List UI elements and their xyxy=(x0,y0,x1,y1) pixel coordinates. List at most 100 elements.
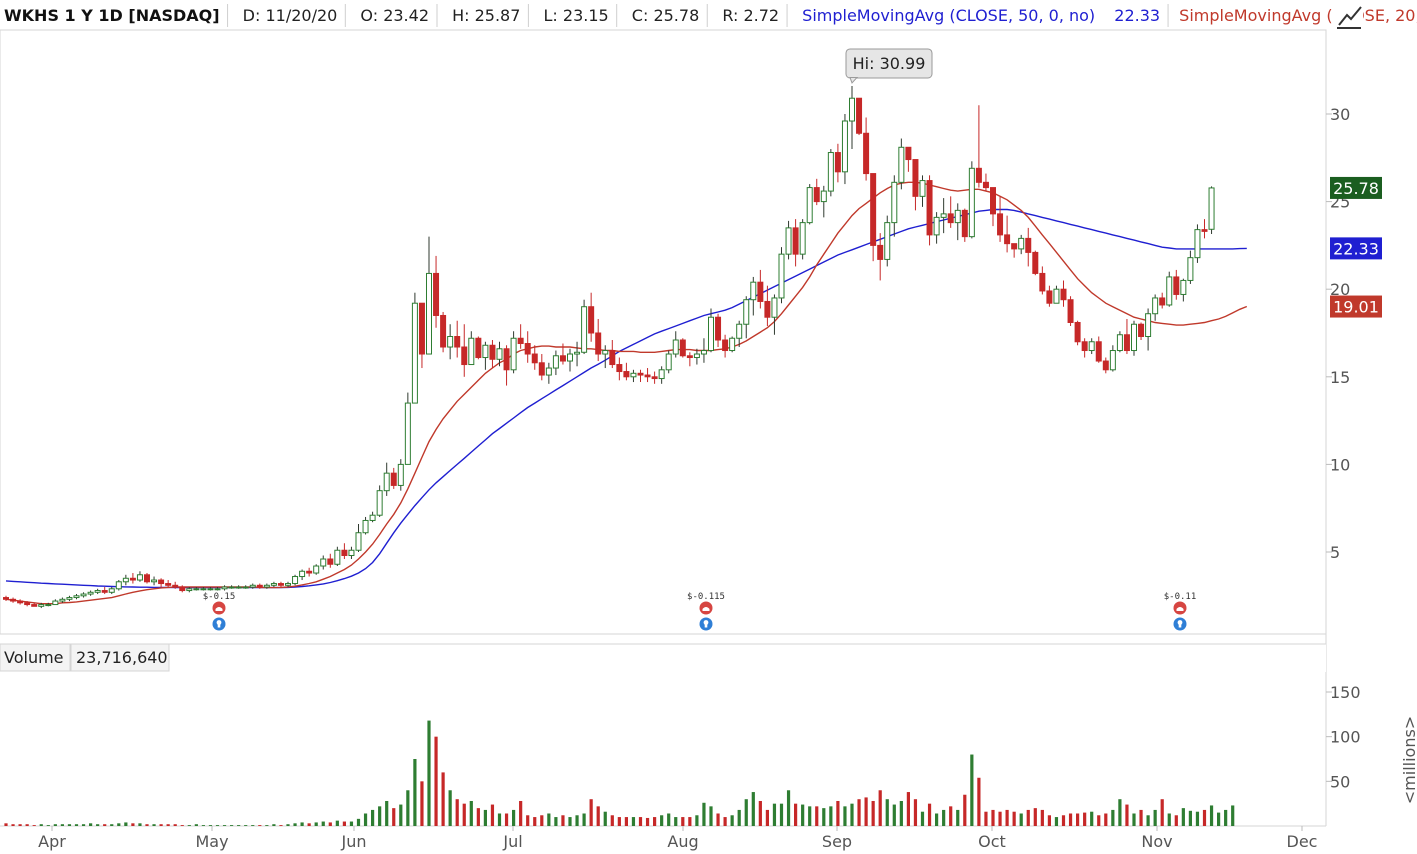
candle-body-up xyxy=(376,490,383,516)
candle xyxy=(45,602,52,607)
candle xyxy=(623,362,630,381)
volume-bar xyxy=(1209,805,1214,826)
volume-bar xyxy=(1054,817,1059,826)
candle-body-up xyxy=(397,463,404,486)
candle xyxy=(813,178,820,206)
sma20-legend[interactable]: SimpleMovingAvg (CLOSE, 20,... xyxy=(1179,6,1417,25)
volume-bar xyxy=(843,806,847,826)
volume-bar xyxy=(349,821,354,826)
candle-body-up xyxy=(207,588,214,591)
earnings-event[interactable]: $-0.11 xyxy=(1164,592,1197,631)
candle xyxy=(827,149,834,197)
candle xyxy=(17,599,24,605)
volume-bar xyxy=(230,825,234,826)
volume-bar xyxy=(74,824,79,826)
drawing-tool-icon[interactable] xyxy=(1333,3,1363,30)
candle xyxy=(686,352,693,367)
candle-body-up xyxy=(820,190,827,203)
volume-bar xyxy=(1012,811,1016,826)
candle xyxy=(567,348,573,372)
symbol-title: WKHS 1 Y 1D [NASDAQ] xyxy=(4,6,220,25)
volume-bar xyxy=(1132,813,1136,826)
time-tick-label: Jun xyxy=(341,832,367,851)
candle-body-up xyxy=(228,586,235,589)
candle xyxy=(496,341,503,367)
close-price-badge: 25.78 xyxy=(1330,176,1382,199)
candle-body-down xyxy=(1095,341,1102,362)
candle-body-down xyxy=(1074,321,1081,343)
volume-bar xyxy=(286,824,290,826)
candle xyxy=(856,97,863,136)
volume-bar xyxy=(145,824,149,826)
candle xyxy=(292,574,299,586)
candle xyxy=(961,208,968,242)
candle xyxy=(87,590,94,596)
candle-body-up xyxy=(447,336,454,348)
ohlc-range: R: 2.72 xyxy=(722,6,779,25)
volume-bar xyxy=(660,815,664,826)
candle xyxy=(277,581,284,588)
candle-body-up xyxy=(66,597,73,600)
candle-body-up xyxy=(602,350,609,355)
candle xyxy=(693,348,700,365)
candle xyxy=(249,583,256,589)
candle xyxy=(454,320,461,358)
volume-bar xyxy=(794,803,798,826)
candle xyxy=(729,336,736,353)
candle-body-up xyxy=(193,588,200,591)
volume-bar xyxy=(885,799,889,826)
ohlc-high: H: 25.87 xyxy=(452,6,520,25)
time-tick-label: May xyxy=(195,832,228,851)
volume-bar xyxy=(60,824,64,826)
volume-bar xyxy=(561,815,565,826)
earnings-eps-label: $-0.11 xyxy=(1164,592,1197,602)
candle-body-up xyxy=(45,604,52,607)
candle-body-up xyxy=(136,574,143,581)
volume-bar xyxy=(180,825,184,826)
earnings-event[interactable]: $-0.15 xyxy=(203,592,236,631)
volume-bar xyxy=(1181,808,1185,826)
volume-bar xyxy=(1174,815,1178,826)
volume-bar xyxy=(758,800,762,826)
candle xyxy=(531,345,538,370)
candle-body-up xyxy=(891,181,898,224)
sma20-line xyxy=(5,181,1248,605)
earnings-event[interactable]: $-0.115 xyxy=(687,592,725,631)
candle-body-up xyxy=(743,299,750,325)
candle xyxy=(1138,322,1145,341)
sma20-badge: 19.01 xyxy=(1330,295,1382,318)
volume-bar xyxy=(751,792,755,826)
candle-body-down xyxy=(715,316,722,341)
volume-bar xyxy=(702,802,706,826)
volume-bar xyxy=(970,754,974,826)
volume-bar xyxy=(878,790,882,826)
volume-bar xyxy=(991,809,995,826)
candle xyxy=(905,146,912,172)
sma50-legend[interactable]: SimpleMovingAvg (CLOSE, 50, 0, no) xyxy=(802,6,1095,25)
volume-bar xyxy=(1033,808,1037,826)
candle-body-up xyxy=(122,577,129,583)
candle xyxy=(616,357,623,381)
candle xyxy=(38,602,45,609)
volume-bar xyxy=(1090,811,1094,826)
candle-body-up xyxy=(292,576,299,585)
candle-body-up xyxy=(567,353,573,362)
candle-body-up xyxy=(355,532,362,551)
candle xyxy=(708,308,714,353)
candle xyxy=(841,114,848,185)
volume-bar xyxy=(138,823,142,826)
candle xyxy=(595,318,602,362)
candle xyxy=(1053,285,1060,304)
candle xyxy=(581,299,588,355)
volume-bar xyxy=(582,813,586,826)
candle xyxy=(757,269,764,309)
candle-body-down xyxy=(637,372,644,376)
volume-bar xyxy=(39,824,43,826)
candle xyxy=(679,338,686,358)
volume-bar xyxy=(152,824,156,826)
price-tick-label: 20 xyxy=(1330,280,1350,299)
volume-bar xyxy=(1224,809,1228,826)
volume-bar xyxy=(490,804,495,826)
volume-bar xyxy=(371,809,375,826)
